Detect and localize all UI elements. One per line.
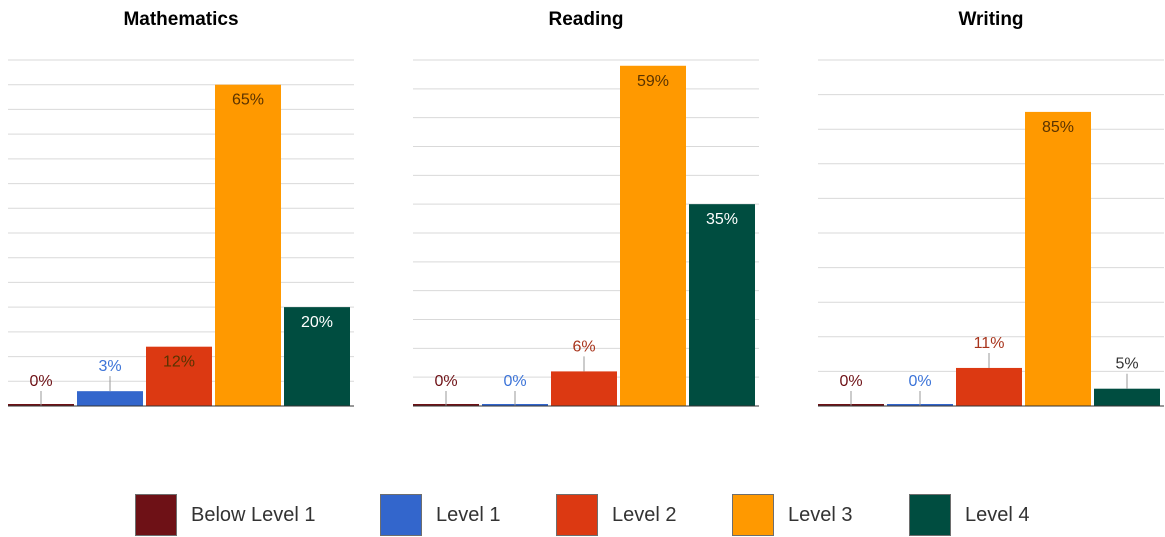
data-label-reading-4: 59% <box>637 73 669 90</box>
bar-writing-4 <box>1025 111 1091 407</box>
bar-reading-5 <box>689 204 755 406</box>
bar-mathematics-3 <box>146 346 212 406</box>
legend-label-level-3: Level 3 <box>788 503 853 526</box>
legend-swatch-level-1 <box>380 494 422 536</box>
data-label-writing-5: 5% <box>1115 356 1138 373</box>
data-label-writing-1: 0% <box>839 373 862 390</box>
data-label-mathematics-5: 20% <box>301 314 333 331</box>
bar-writing-3 <box>956 367 1022 406</box>
data-label-reading-5: 35% <box>706 211 738 228</box>
legend-swatch-below-level-1 <box>135 494 177 536</box>
legend-item-level-1[interactable]: Level 1 <box>380 493 501 537</box>
data-label-mathematics-1: 0% <box>29 373 52 390</box>
data-label-mathematics-3: 12% <box>163 354 195 371</box>
bar-reading-3 <box>551 371 617 406</box>
legend-swatch-level-2 <box>556 494 598 536</box>
legend: Below Level 1 Level 1 Level 2 Level 3 Le… <box>0 493 1165 537</box>
legend-item-level-4[interactable]: Level 4 <box>909 493 1030 537</box>
legend-item-level-3[interactable]: Level 3 <box>732 493 853 537</box>
legend-item-below-level-1[interactable]: Below Level 1 <box>135 493 316 537</box>
legend-label-level-2: Level 2 <box>612 503 677 526</box>
data-label-mathematics-4: 65% <box>232 92 264 109</box>
data-label-reading-2: 0% <box>503 373 526 390</box>
chart-title-reading: Reading <box>549 9 624 30</box>
bar-writing-5 <box>1094 388 1160 406</box>
data-label-writing-4: 85% <box>1042 119 1074 136</box>
data-label-reading-1: 0% <box>434 373 457 390</box>
bar-mathematics-5 <box>284 307 350 406</box>
bar-mathematics-2 <box>77 391 143 406</box>
chart-title-writing: Writing <box>958 9 1023 30</box>
legend-swatch-level-3 <box>732 494 774 536</box>
legend-label-below-level-1: Below Level 1 <box>191 503 316 526</box>
bar-reading-4 <box>620 65 686 407</box>
charts-area: Mathematics 0% 3% 12% 65% 20% Reading 0% 0% 6% 59%… <box>8 9 1164 407</box>
chart-title-mathematics: Mathematics <box>123 9 238 30</box>
legend-label-level-4: Level 4 <box>965 503 1030 526</box>
legend-label-level-1: Level 1 <box>436 503 501 526</box>
data-label-writing-3: 11% <box>974 335 1005 352</box>
legend-item-level-2[interactable]: Level 2 <box>556 493 677 537</box>
data-label-reading-3: 6% <box>572 338 595 355</box>
legend-swatch-level-4 <box>909 494 951 536</box>
bar-mathematics-4 <box>215 84 281 406</box>
data-label-writing-2: 0% <box>908 373 931 390</box>
data-label-mathematics-2: 3% <box>98 358 121 375</box>
